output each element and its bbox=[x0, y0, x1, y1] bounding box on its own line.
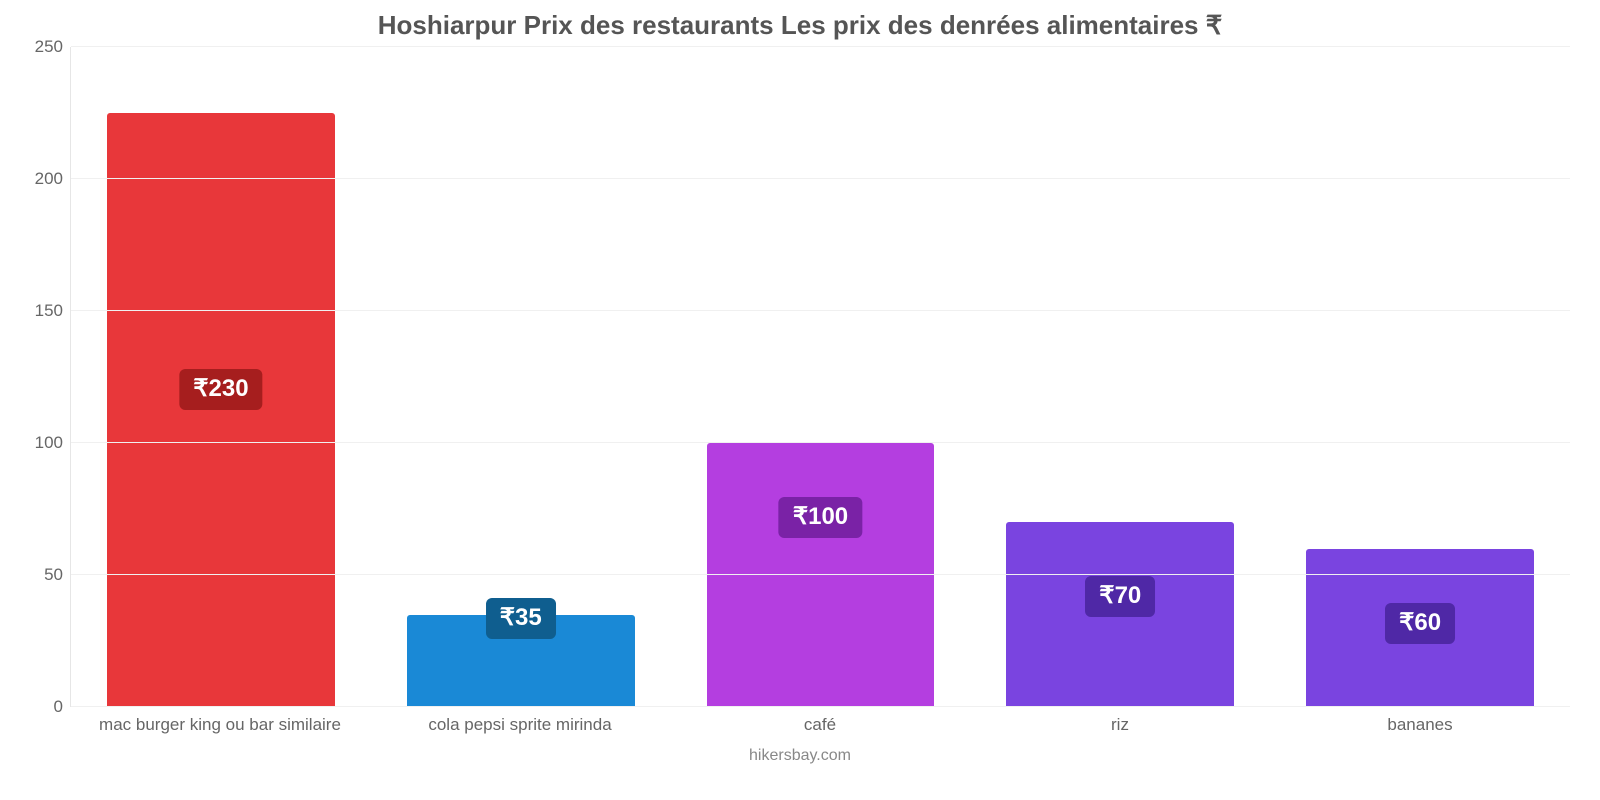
y-tick-label: 100 bbox=[11, 433, 71, 453]
bar-value-badge: ₹60 bbox=[1385, 603, 1455, 644]
y-tick-label: 50 bbox=[11, 565, 71, 585]
x-tick-label: bananes bbox=[1270, 715, 1570, 735]
y-tick-label: 150 bbox=[11, 301, 71, 321]
bar-value-badge: ₹100 bbox=[779, 497, 862, 538]
bar-slot: ₹100 bbox=[671, 47, 971, 707]
y-tick-label: 250 bbox=[11, 37, 71, 57]
gridline bbox=[71, 178, 1570, 179]
chart-container: Hoshiarpur Prix des restaurants Les prix… bbox=[0, 0, 1600, 800]
bar-value-badge: ₹35 bbox=[486, 598, 556, 639]
x-tick-label: mac burger king ou bar similaire bbox=[70, 715, 370, 735]
chart-title: Hoshiarpur Prix des restaurants Les prix… bbox=[0, 10, 1600, 41]
bar-slot: ₹70 bbox=[970, 47, 1270, 707]
bars-row: ₹230 ₹35 ₹100 ₹70 ₹60 bbox=[71, 47, 1570, 707]
bar: ₹70 bbox=[1006, 522, 1234, 707]
bar-value-badge: ₹70 bbox=[1085, 576, 1155, 617]
x-tick-label: cola pepsi sprite mirinda bbox=[370, 715, 670, 735]
gridline bbox=[71, 574, 1570, 575]
x-tick-label: café bbox=[670, 715, 970, 735]
bar: ₹60 bbox=[1306, 549, 1534, 707]
gridline bbox=[71, 442, 1570, 443]
y-tick-label: 0 bbox=[11, 697, 71, 717]
bar-slot: ₹60 bbox=[1270, 47, 1570, 707]
plot-region: ₹230₹35₹100₹70₹60 050100150200250 bbox=[70, 47, 1570, 707]
bar-slot: ₹230 bbox=[71, 47, 371, 707]
bar: ₹35 bbox=[407, 615, 635, 707]
y-tick-label: 200 bbox=[11, 169, 71, 189]
bar-slot: ₹35 bbox=[371, 47, 671, 707]
gridline bbox=[71, 310, 1570, 311]
gridline bbox=[71, 706, 1570, 707]
bar: ₹100 bbox=[707, 443, 935, 707]
bar: ₹230 bbox=[107, 113, 335, 707]
plot-area: ₹230₹35₹100₹70₹60 050100150200250 bbox=[70, 47, 1570, 707]
footer-credit: hikersbay.com bbox=[0, 747, 1600, 765]
x-axis-labels: mac burger king ou bar similairecola pep… bbox=[70, 715, 1570, 735]
x-tick-label: riz bbox=[970, 715, 1270, 735]
gridline bbox=[71, 46, 1570, 47]
bar-value-badge: ₹230 bbox=[179, 369, 262, 410]
